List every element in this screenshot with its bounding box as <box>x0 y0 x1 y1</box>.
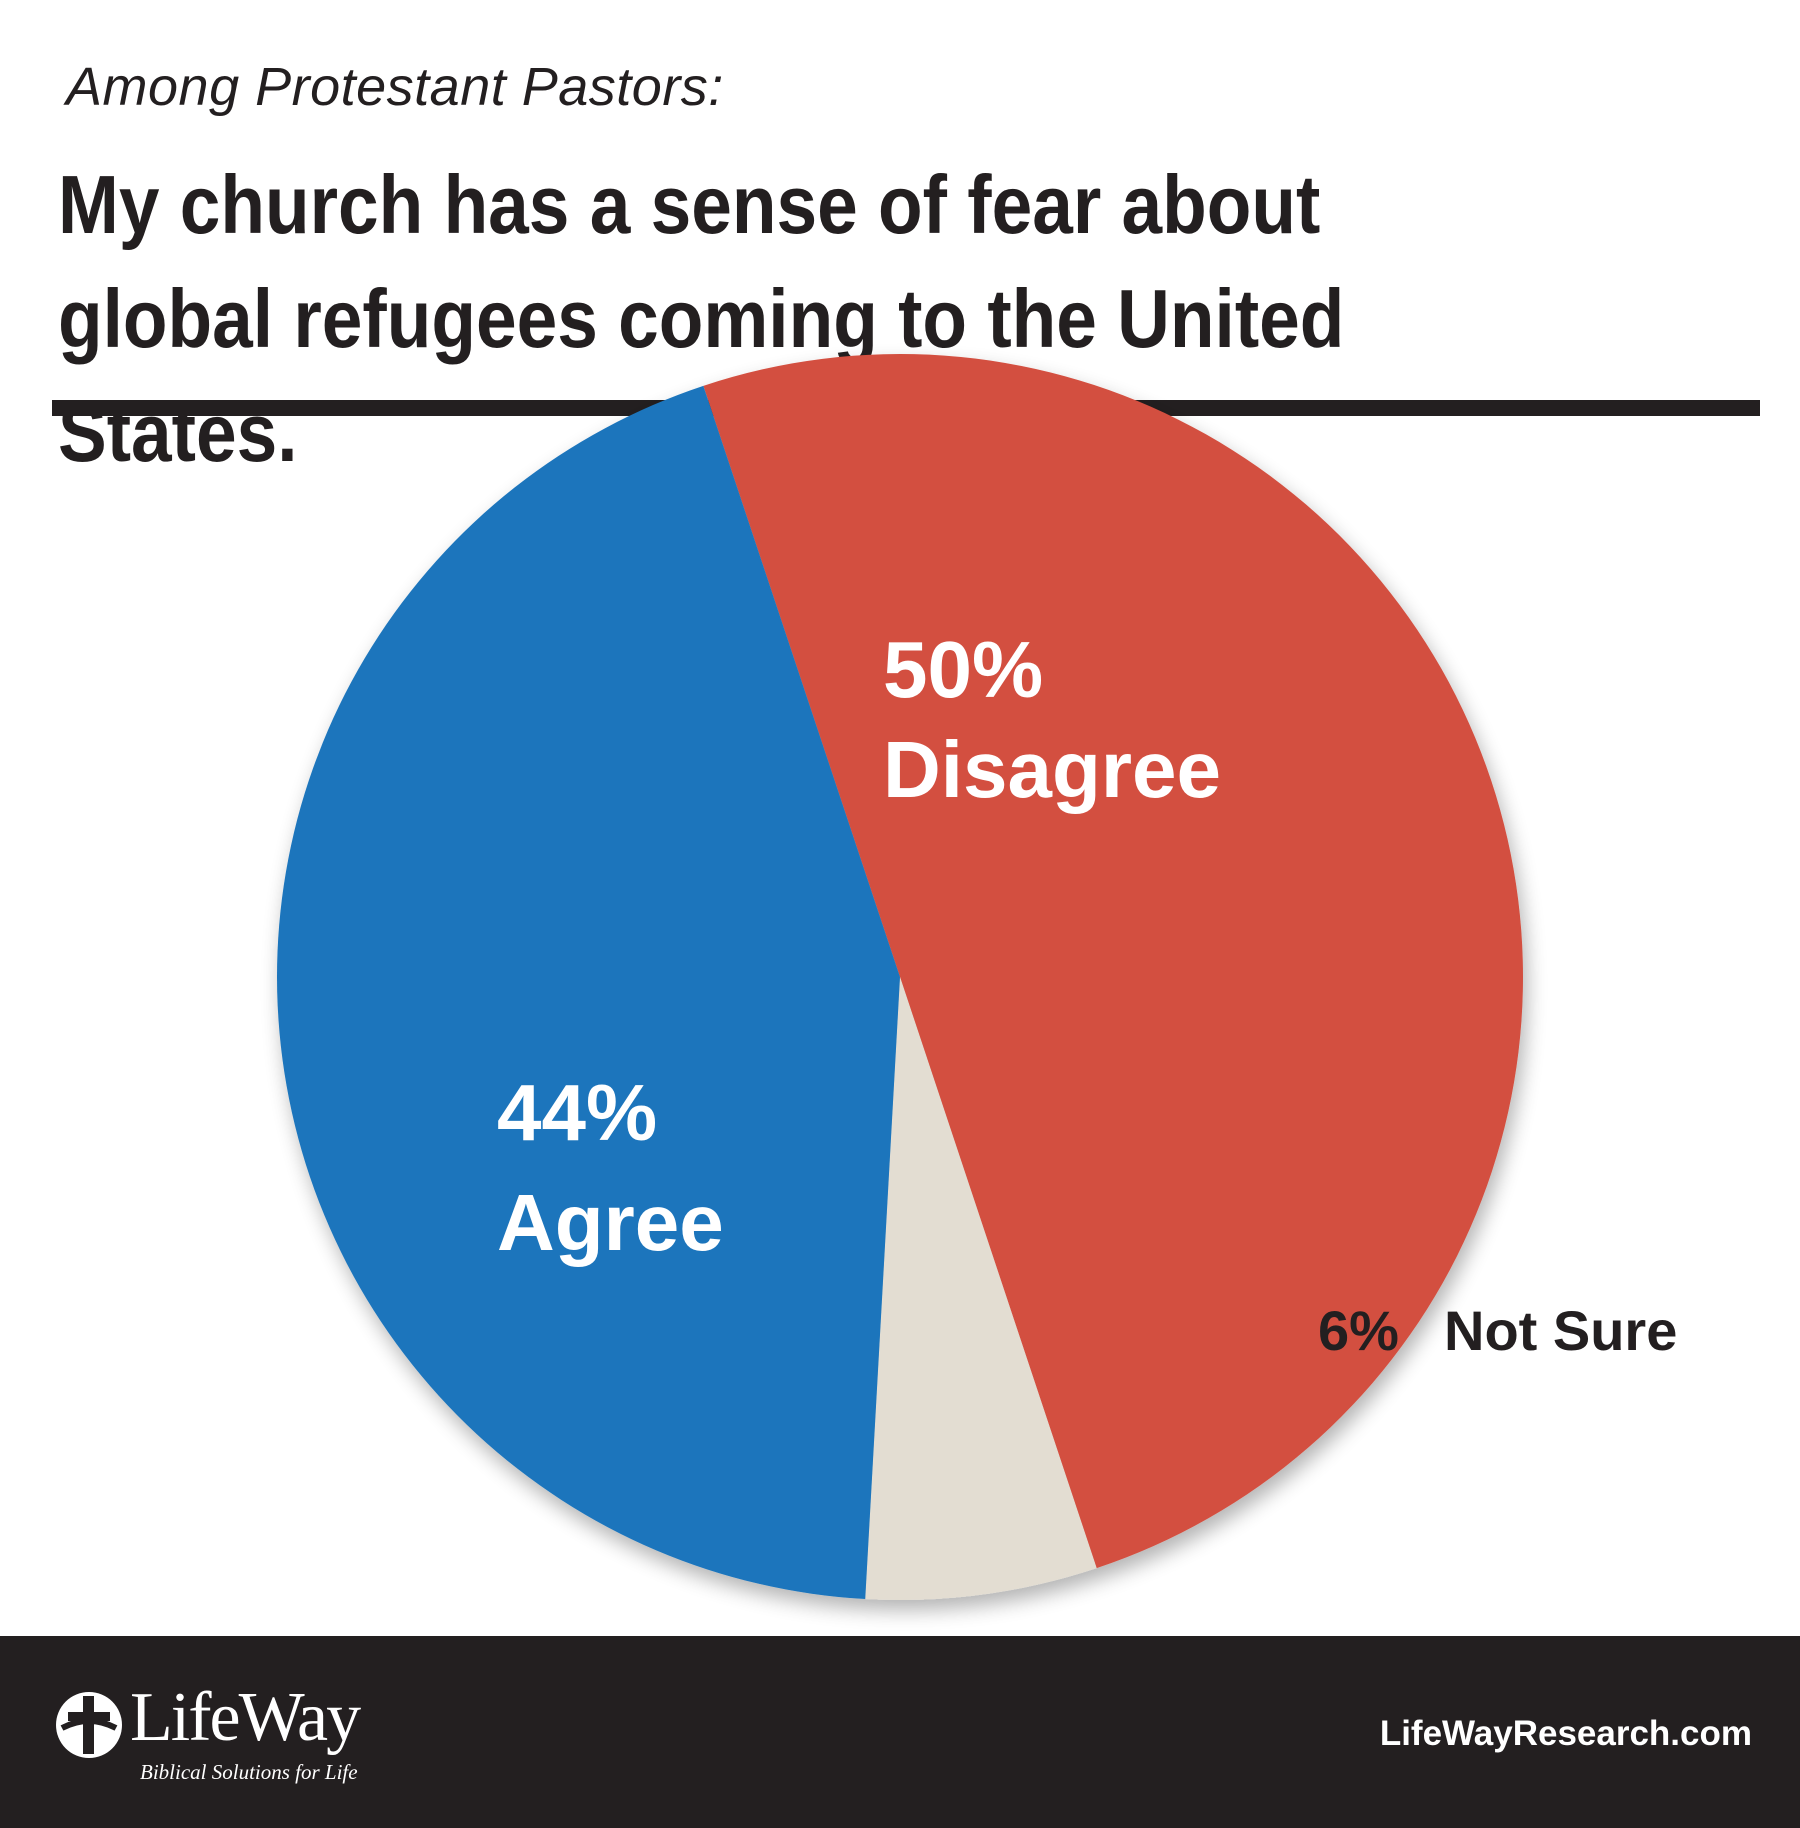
pie-slice-not-sure <box>865 977 1097 1600</box>
lifeway-logo: LifeWay Biblical Solutions for Life <box>52 1679 382 1790</box>
pie-slice-disagree <box>703 353 1523 1569</box>
footer-bar <box>0 1636 1800 1828</box>
slice-label-agree-pct: 44% <box>497 1068 657 1157</box>
pie-chart: 50% Disagree 44% Agree 6% Not Sure <box>277 353 1677 1600</box>
slice-label-disagree-pct: 50% <box>883 625 1043 714</box>
slice-label-notsure: Not Sure <box>1444 1299 1677 1362</box>
lifeway-tagline: Biblical Solutions for Life <box>140 1760 358 1784</box>
slice-label-disagree: Disagree <box>883 725 1221 814</box>
pie-slice-agree <box>277 385 900 1600</box>
chart-subtitle: Among Protestant Pastors: <box>66 57 724 117</box>
lifeway-cross-icon <box>56 1692 122 1758</box>
pie-slices <box>277 353 1523 1600</box>
slice-label-notsure-pct: 6% <box>1318 1299 1399 1362</box>
slice-label-agree: Agree <box>497 1178 724 1267</box>
website-link[interactable]: LifeWayResearch.com <box>1379 1714 1752 1753</box>
lifeway-logo-text: LifeWay <box>130 1679 361 1756</box>
